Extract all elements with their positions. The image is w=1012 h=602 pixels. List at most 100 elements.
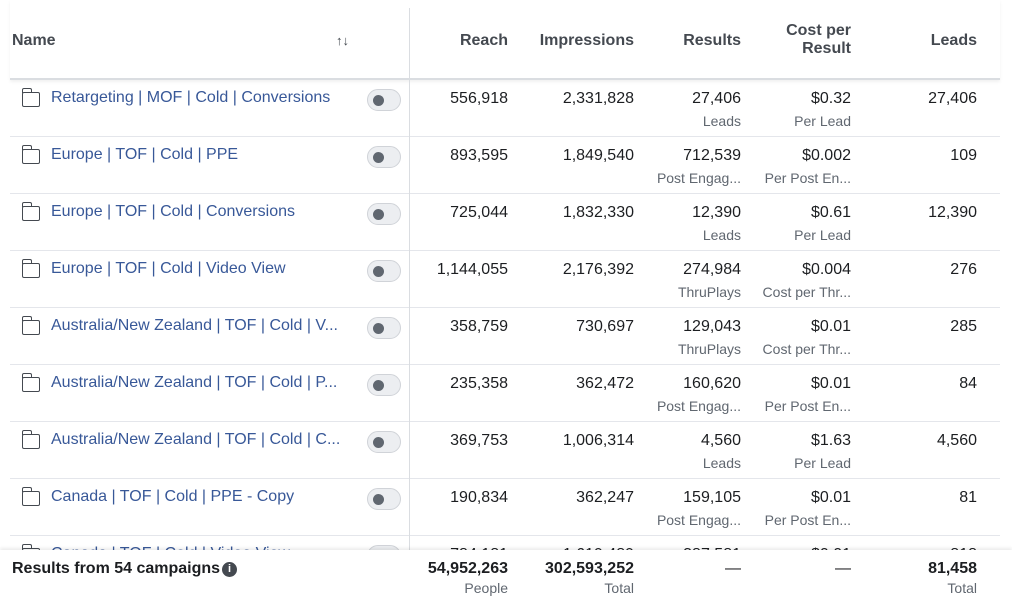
reach-value: 358,759: [450, 318, 508, 335]
impressions-value: 362,472: [576, 375, 634, 392]
leads-value: 285: [950, 318, 977, 335]
cost-header-line1: Cost per: [786, 22, 851, 39]
impressions-value: 2,176,392: [562, 261, 634, 278]
results-value: 387,581: [611, 546, 741, 550]
campaign-toggle[interactable]: [367, 374, 401, 396]
results-type: Leads: [702, 455, 741, 471]
cost-value: $0.01: [810, 318, 851, 335]
reach-value: 190,834: [450, 489, 508, 506]
table-header: Name ↑↓ Reach Impressions Results Cost p…: [10, 0, 1000, 80]
impressions-value: 1,006,314: [562, 432, 634, 449]
table-row: Canada | TOF | Cold | PPE - Copy 190,834…: [10, 479, 1000, 536]
summary-label: Results from 54 campaigns: [12, 560, 221, 577]
column-header-cost-per-result[interactable]: Cost per Result: [721, 22, 851, 58]
campaign-name-link[interactable]: Australia/New Zealand | TOF | Cold | C..…: [51, 431, 341, 448]
results-type: Post Engag...: [656, 398, 741, 414]
cost-header-line2: Result: [802, 40, 851, 57]
campaign-toggle[interactable]: [367, 431, 401, 453]
reach-value: 1,144,055: [436, 261, 508, 278]
sort-icon[interactable]: ↑↓: [336, 33, 349, 48]
folder-icon: [21, 430, 40, 449]
impressions-value: 1,619,489: [504, 546, 634, 550]
cost-type: Cost per Thr...: [762, 341, 851, 357]
total-impressions-sub: Total: [604, 580, 634, 596]
column-header-results[interactable]: Results: [683, 32, 741, 49]
results-type: Post Engag...: [656, 170, 741, 186]
cost-type: Cost per Thr...: [762, 284, 851, 300]
leads-value: 84: [959, 375, 977, 392]
results-value: 4,560: [700, 432, 741, 449]
info-icon[interactable]: i: [222, 562, 237, 577]
campaign-name-link[interactable]: Europe | TOF | Cold | PPE: [51, 146, 239, 163]
cost-value: $0.01: [721, 546, 851, 550]
cost-type: Per Lead: [794, 455, 851, 471]
results-value: 712,539: [683, 147, 741, 164]
campaign-toggle[interactable]: [367, 260, 401, 282]
total-impressions: 302,593,252: [545, 560, 634, 577]
folder-icon: [21, 544, 40, 550]
cost-value: $0.01: [810, 489, 851, 506]
total-results: —: [725, 560, 741, 577]
cost-type: Per Post En...: [764, 512, 851, 528]
leads-value: 4,560: [936, 432, 977, 449]
results-value: 274,984: [683, 261, 741, 278]
column-header-reach[interactable]: Reach: [459, 32, 508, 49]
campaign-name-link[interactable]: Retargeting | MOF | Cold | Conversions: [51, 89, 331, 106]
campaign-name-link[interactable]: Europe | TOF | Cold | Video View: [51, 260, 286, 277]
campaign-name-link[interactable]: Europe | TOF | Cold | Conversions: [51, 203, 295, 220]
results-value: 27,406: [692, 90, 741, 107]
results-value: 159,105: [683, 489, 741, 506]
cost-value: $0.32: [810, 90, 851, 107]
campaign-toggle[interactable]: [367, 317, 401, 339]
impressions-value: 2,331,828: [562, 90, 634, 107]
campaign-toggle[interactable]: [367, 89, 401, 111]
impressions-value: 1,849,540: [562, 147, 634, 164]
results-type: Leads: [702, 113, 741, 129]
cost-type: Per Post En...: [764, 398, 851, 414]
folder-icon: [21, 88, 40, 107]
results-type: ThruPlays: [677, 284, 741, 300]
leads-value: 27,406: [928, 90, 977, 107]
cost-value: $0.004: [802, 261, 851, 278]
table-row: Europe | TOF | Cold | PPE 893,595 1,849,…: [10, 137, 1000, 194]
cost-type: Per Lead: [794, 227, 851, 243]
reach-value: 725,044: [450, 204, 508, 221]
impressions-value: 362,247: [576, 489, 634, 506]
campaign-name-link[interactable]: Australia/New Zealand | TOF | Cold | P..…: [51, 374, 338, 391]
table-row: Australia/New Zealand | TOF | Cold | C..…: [10, 422, 1000, 479]
total-reach-sub: People: [464, 580, 508, 596]
total-cost: —: [835, 560, 851, 577]
campaign-name-link[interactable]: Australia/New Zealand | TOF | Cold | V..…: [51, 317, 338, 334]
folder-icon: [21, 259, 40, 278]
campaign-toggle[interactable]: [367, 203, 401, 225]
reach-value: 893,595: [450, 147, 508, 164]
cost-value: $0.002: [802, 147, 851, 164]
leads-value: 81: [959, 489, 977, 506]
leads-value: 818: [847, 546, 977, 550]
reach-value: 235,358: [450, 375, 508, 392]
campaign-toggle[interactable]: [367, 146, 401, 168]
table-row: Retargeting | MOF | Cold | Conversions 5…: [10, 80, 1000, 137]
table-row: Europe | TOF | Cold | Conversions 725,04…: [10, 194, 1000, 251]
folder-icon: [21, 145, 40, 164]
cost-value: $0.01: [810, 375, 851, 392]
results-value: 12,390: [692, 204, 741, 221]
results-type: Post Engag...: [656, 512, 741, 528]
column-header-impressions[interactable]: Impressions: [539, 32, 634, 49]
reach-value: 369,753: [450, 432, 508, 449]
column-header-name[interactable]: Name: [12, 32, 56, 49]
table-row: Europe | TOF | Cold | Video View 1,144,0…: [10, 251, 1000, 308]
campaign-toggle[interactable]: [367, 488, 401, 510]
table-row: Canada | TOF | Cold | Video View 784,181…: [10, 536, 1000, 550]
column-divider: [409, 8, 410, 602]
column-header-leads[interactable]: Leads: [930, 32, 977, 49]
folder-icon: [21, 202, 40, 221]
leads-value: 109: [950, 147, 977, 164]
folder-icon: [21, 487, 40, 506]
total-reach: 54,952,263: [427, 560, 508, 577]
table-row: Australia/New Zealand | TOF | Cold | V..…: [10, 308, 1000, 365]
results-type: ThruPlays: [677, 341, 741, 357]
results-value: 129,043: [683, 318, 741, 335]
results-type: Leads: [702, 227, 741, 243]
campaign-name-link[interactable]: Canada | TOF | Cold | PPE - Copy: [51, 488, 295, 505]
